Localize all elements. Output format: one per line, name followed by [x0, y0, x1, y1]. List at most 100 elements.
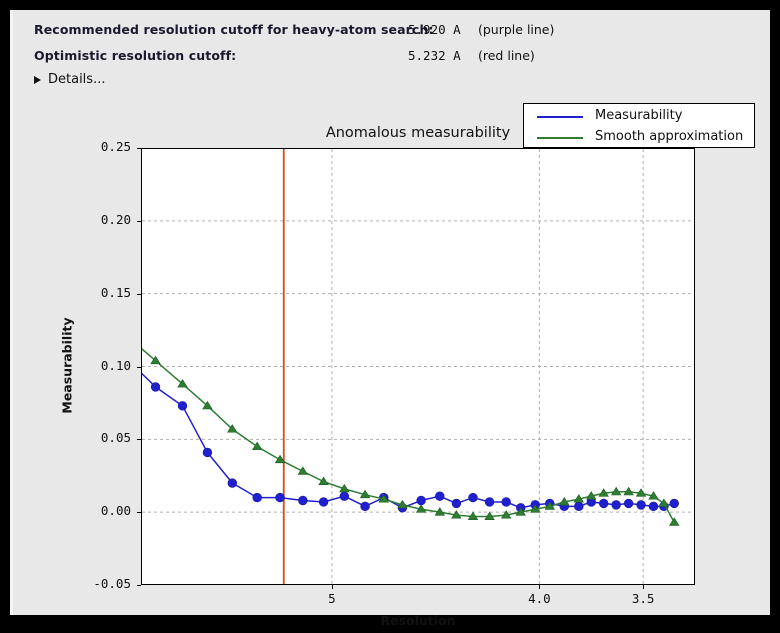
- data-point: [202, 447, 213, 458]
- data-point: [274, 454, 286, 464]
- data-point: [33, 286, 42, 295]
- data-point: [415, 504, 427, 513]
- data-point: [451, 498, 462, 509]
- x-tick-label: 5: [328, 591, 336, 606]
- data-point: [95, 310, 104, 318]
- data-point: [610, 486, 622, 496]
- data-point: [251, 441, 263, 451]
- recommended-cutoff-note: (purple line): [478, 22, 555, 37]
- x-axis-label: Resolution: [380, 613, 456, 628]
- y-tick-mark: [137, 439, 141, 441]
- data-point: [530, 504, 541, 513]
- y-tick-mark: [137, 512, 141, 514]
- data-point: [227, 424, 238, 433]
- data-point: [360, 501, 370, 512]
- y-tick-mark: [137, 220, 141, 222]
- series-line-0: [142, 372, 675, 509]
- optimistic-cutoff-note: (red line): [478, 48, 535, 63]
- plot-canvas: [33, 149, 694, 584]
- data-point: [635, 488, 647, 497]
- x-tick-label: 3.5: [631, 591, 655, 606]
- chart-title: Anomalous measurability: [325, 125, 511, 141]
- recommended-cutoff-label: Recommended resolution cutoff for heavy-…: [34, 22, 434, 37]
- data-point: [275, 492, 285, 503]
- chart-area: Anomalous measurability 0.25 0.20 0.15 0.10 0…: [10, 10, 770, 628]
- data-point: [298, 495, 308, 506]
- data-point: [658, 498, 670, 507]
- y-tick-label: 0.20: [100, 211, 131, 227]
- legend-swatch: [537, 116, 583, 118]
- data-point: [648, 501, 659, 512]
- optimistic-cutoff-value: 5.232 A: [408, 48, 461, 63]
- data-point: [227, 478, 238, 488]
- data-point: [416, 495, 426, 506]
- legend-swatch: [537, 137, 583, 139]
- data-point: [501, 497, 511, 507]
- y-axis-label: Measurability: [59, 316, 75, 414]
- x-tick-label: 4.0: [528, 591, 551, 606]
- data-point: [318, 497, 329, 507]
- data-point: [124, 333, 133, 341]
- y-tick-mark: [137, 148, 141, 149]
- data-point: [623, 486, 634, 496]
- x-tick-mark: [643, 585, 645, 589]
- legend-item-1: Smooth approximation: [523, 127, 755, 149]
- header-row-recommended: Recommended resolution cutoff for heavy-…: [0, 22, 760, 44]
- data-point: [435, 491, 445, 501]
- data-point: [586, 491, 597, 500]
- data-point: [434, 507, 446, 516]
- data-point: [467, 511, 479, 520]
- data-point: [252, 492, 262, 503]
- data-point: [500, 510, 512, 519]
- data-point: [598, 488, 609, 497]
- data-point: [598, 498, 609, 509]
- data-point: [64, 259, 73, 268]
- details-label: Details...: [48, 72, 106, 87]
- data-point: [202, 400, 213, 410]
- chevron-right-icon: [34, 76, 41, 84]
- data-point: [573, 494, 585, 503]
- data-point: [611, 500, 621, 510]
- data-point: [150, 355, 161, 365]
- data-point: [95, 311, 104, 320]
- data-point: [669, 517, 680, 526]
- optimistic-cutoff-label: Optimistic resolution cutoff:: [34, 48, 237, 63]
- data-point: [484, 497, 495, 507]
- data-point: [623, 498, 634, 509]
- data-point: [378, 494, 389, 503]
- header-row-optimistic: Optimistic resolution cutoff: 5.232 A (r…: [0, 48, 760, 70]
- chart-legend: [523, 103, 755, 148]
- y-tick-label: 0.25: [100, 139, 131, 154]
- panel-left-highlight: [10, 10, 13, 615]
- y-tick-label: 0.15: [100, 284, 131, 300]
- data-point: [451, 510, 462, 519]
- data-point: [648, 491, 659, 500]
- data-point: [318, 476, 329, 486]
- y-tick-label: 0.05: [100, 430, 131, 446]
- legend-label: Measurability: [595, 108, 683, 123]
- x-tick-mark: [331, 585, 333, 589]
- data-point: [339, 491, 350, 501]
- data-point: [150, 382, 161, 392]
- data-point: [177, 378, 188, 388]
- recommended-cutoff-value: 5.920 A: [408, 22, 461, 37]
- data-point: [339, 483, 350, 493]
- data-point: [468, 492, 478, 503]
- y-tick-mark: [137, 366, 141, 368]
- data-point: [559, 496, 570, 506]
- data-point: [33, 256, 42, 264]
- data-point: [177, 401, 188, 411]
- data-point: [669, 498, 679, 509]
- data-point: [574, 501, 584, 512]
- data-point: [297, 466, 309, 475]
- y-tick-mark: [137, 585, 141, 586]
- data-point: [515, 507, 526, 516]
- y-tick-label: 0.10: [100, 357, 131, 373]
- legend-label: Smooth approximation: [595, 129, 744, 144]
- data-point: [544, 501, 555, 510]
- y-tick-mark: [137, 293, 141, 295]
- data-point: [636, 500, 646, 510]
- data-point: [397, 499, 408, 509]
- data-point: [359, 489, 371, 499]
